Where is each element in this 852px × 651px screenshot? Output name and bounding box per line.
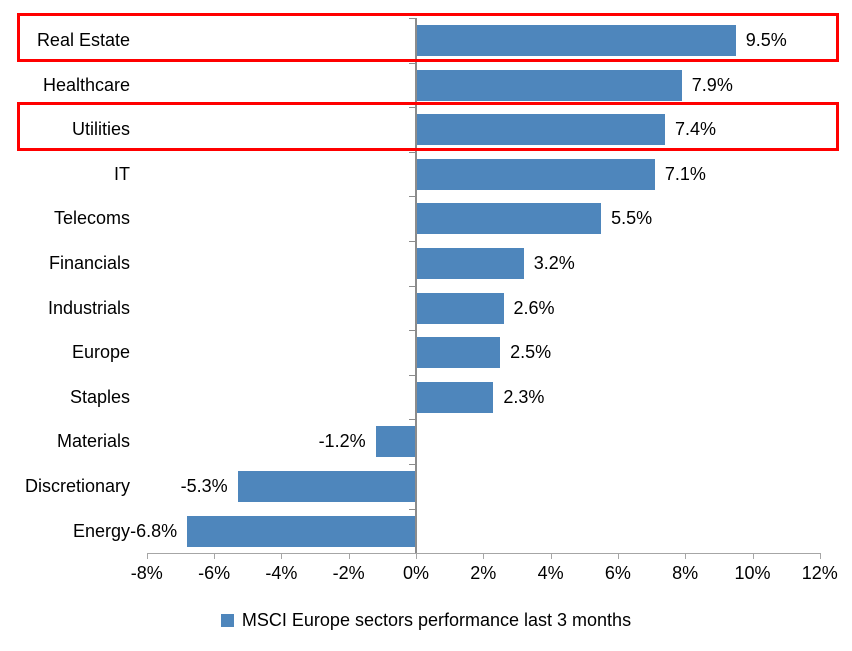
value-label-industrials: 2.6% xyxy=(513,297,555,318)
bar-europe xyxy=(416,337,501,369)
category-axis-tick xyxy=(409,285,415,287)
value-label-financials: 3.2% xyxy=(533,253,575,273)
bar-discretionary xyxy=(237,471,416,502)
x-tick-label-3: -2% xyxy=(332,563,365,583)
category-axis-tick xyxy=(409,419,415,421)
x-tick-label-0: -8% xyxy=(130,563,163,583)
category-label-discretionary: Discretionary xyxy=(24,476,130,496)
category-axis-tick xyxy=(409,62,415,64)
category-label-staples: Staples xyxy=(69,386,130,407)
value-axis-tick xyxy=(819,553,821,559)
x-tick-label-7: 6% xyxy=(604,563,631,583)
value-axis-tick xyxy=(550,553,552,559)
category-label-telecoms: Telecoms xyxy=(53,208,130,229)
category-label-europe: Europe xyxy=(71,342,130,363)
value-label-it: 7.1% xyxy=(664,163,706,184)
value-axis-tick xyxy=(348,553,350,559)
bar-industrials xyxy=(416,292,504,324)
value-axis-tick xyxy=(146,553,148,559)
value-label-healthcare: 7.9% xyxy=(691,74,733,95)
category-axis-tick xyxy=(409,151,415,153)
value-label-discretionary: -5.3% xyxy=(180,476,228,496)
value-label-staples: 2.3% xyxy=(503,386,545,407)
value-label-materials: -1.2% xyxy=(318,431,366,452)
bar-materials xyxy=(375,426,416,458)
legend-swatch-icon xyxy=(220,613,234,627)
x-tick-label-1: -6% xyxy=(198,563,231,583)
category-label-healthcare: Healthcare xyxy=(42,74,130,95)
bar-telecoms xyxy=(416,203,602,235)
x-tick-label-10: 12% xyxy=(801,563,838,583)
value-axis-tick xyxy=(416,553,417,559)
bar-energy xyxy=(187,515,416,547)
value-axis-tick xyxy=(752,553,754,559)
category-axis-line xyxy=(415,18,417,553)
value-label-energy: -6.8% xyxy=(130,520,178,541)
category-axis-tick xyxy=(409,374,415,376)
category-axis-tick xyxy=(409,18,415,19)
value-label-telecoms: 5.5% xyxy=(611,208,653,229)
value-axis-tick xyxy=(685,553,687,559)
category-axis-tick xyxy=(409,330,415,332)
legend-label: MSCI Europe sectors performance last 3 m… xyxy=(241,609,632,630)
category-axis-tick xyxy=(409,196,415,198)
x-tick-label-4: 0% xyxy=(402,563,429,583)
category-label-real-estate: Real Estate xyxy=(36,30,130,50)
category-label-industrials: Industrials xyxy=(47,297,130,318)
value-axis-tick xyxy=(617,553,619,559)
category-label-financials: Financials xyxy=(48,253,130,273)
x-tick-label-9: 10% xyxy=(734,563,771,583)
x-tick-label-5: 2% xyxy=(470,563,497,583)
value-label-real-estate: 9.5% xyxy=(745,30,787,50)
x-tick-label-8: 8% xyxy=(672,563,699,583)
x-tick-label-6: 4% xyxy=(537,563,564,583)
category-axis-tick xyxy=(409,107,415,109)
category-label-materials: Materials xyxy=(56,431,130,452)
value-label-europe: 2.5% xyxy=(510,342,552,363)
bar-healthcare xyxy=(416,69,682,101)
value-label-utilities: 7.4% xyxy=(675,119,717,140)
category-label-it: IT xyxy=(114,163,130,184)
bar-real-estate xyxy=(416,25,736,56)
category-axis-tick xyxy=(409,508,415,510)
category-axis-tick xyxy=(409,464,415,465)
category-label-energy: Energy xyxy=(72,520,130,541)
legend: MSCI Europe sectors performance last 3 m… xyxy=(0,604,852,636)
value-axis-tick xyxy=(214,553,216,559)
x-tick-label-2: -4% xyxy=(265,563,298,583)
value-axis-tick xyxy=(483,553,485,559)
category-axis-tick xyxy=(409,241,415,242)
category-label-utilities: Utilities xyxy=(71,119,130,140)
bar-it xyxy=(416,158,655,190)
value-axis-tick xyxy=(281,553,283,559)
bar-financials xyxy=(416,248,524,279)
bar-utilities xyxy=(416,114,665,146)
bar-staples xyxy=(416,381,494,413)
